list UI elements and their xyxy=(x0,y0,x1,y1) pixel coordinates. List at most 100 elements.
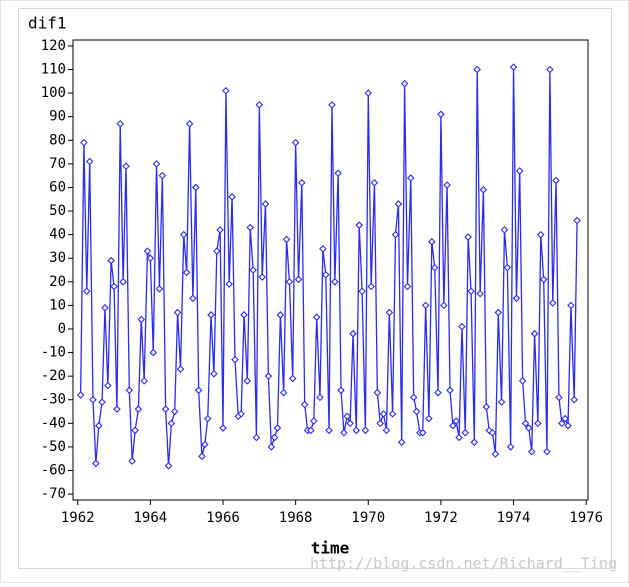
data-point xyxy=(152,160,161,168)
data-point xyxy=(573,216,581,225)
data-point xyxy=(252,433,261,442)
y-tick-label: 20 xyxy=(49,274,66,290)
data-point xyxy=(219,424,227,432)
data-point xyxy=(182,268,191,277)
y-tick-label: -30 xyxy=(41,392,66,408)
data-point xyxy=(403,282,412,291)
data-point xyxy=(539,275,548,284)
data-point xyxy=(346,419,354,428)
data-point xyxy=(89,395,97,404)
data-point xyxy=(264,372,273,380)
data-point xyxy=(85,157,94,166)
data-point xyxy=(189,294,197,303)
data-point xyxy=(273,424,282,432)
data-point xyxy=(482,403,491,411)
y-tick-label: -20 xyxy=(41,368,66,384)
data-point xyxy=(461,428,470,437)
data-point xyxy=(430,263,439,272)
x-axis-label: time xyxy=(311,539,350,558)
data-point xyxy=(497,398,506,406)
data-point xyxy=(319,244,327,253)
data-point xyxy=(149,348,158,357)
data-point xyxy=(164,462,173,470)
data-point xyxy=(328,101,336,109)
data-point xyxy=(452,417,460,425)
data-point xyxy=(512,294,521,303)
data-point xyxy=(449,421,457,430)
x-tick-label: 1966 xyxy=(206,510,240,526)
plot-frame xyxy=(72,39,589,501)
data-point xyxy=(525,424,533,432)
data-point xyxy=(409,393,418,402)
data-point xyxy=(137,315,146,324)
data-point xyxy=(307,426,315,435)
y-tick-label: 30 xyxy=(49,250,66,266)
data-point xyxy=(203,414,212,423)
data-point xyxy=(546,65,554,74)
data-point xyxy=(385,308,394,317)
x-tick-label: 1974 xyxy=(497,510,531,526)
x-tick-label: 1964 xyxy=(133,510,167,526)
y-tick-label: -70 xyxy=(41,486,66,502)
data-point xyxy=(437,110,445,119)
data-point xyxy=(443,181,451,189)
data-point xyxy=(231,355,239,364)
data-point xyxy=(300,400,309,409)
data-point xyxy=(143,247,152,255)
data-point xyxy=(179,230,188,239)
data-point xyxy=(479,186,488,194)
y-tick-label: 60 xyxy=(49,179,66,195)
data-point xyxy=(543,447,551,456)
data-point xyxy=(128,457,136,465)
data-point xyxy=(355,221,363,229)
data-point xyxy=(521,419,530,428)
data-point xyxy=(388,410,397,418)
data-point xyxy=(240,311,248,319)
data-point xyxy=(570,395,578,404)
data-point xyxy=(201,440,209,449)
data-point xyxy=(225,280,233,288)
data-point xyxy=(279,388,288,397)
data-point xyxy=(185,119,194,128)
data-point xyxy=(285,278,294,286)
y-tick-label: -10 xyxy=(41,345,66,361)
data-point xyxy=(564,421,572,430)
x-tick-label: 1970 xyxy=(351,510,385,526)
y-tick-label: -60 xyxy=(41,463,66,479)
data-point xyxy=(515,167,524,175)
data-point xyxy=(134,405,143,413)
data-point xyxy=(243,377,252,385)
data-point xyxy=(455,433,463,442)
data-point xyxy=(155,285,164,293)
data-point xyxy=(555,393,563,402)
data-point xyxy=(488,428,497,437)
data-point xyxy=(527,447,536,456)
data-point xyxy=(131,426,139,435)
data-point xyxy=(146,254,155,262)
data-point xyxy=(379,410,388,418)
data-point xyxy=(125,386,134,395)
data-point xyxy=(518,377,527,385)
x-tick-label: 1976 xyxy=(569,510,603,526)
data-point xyxy=(382,426,391,435)
data-point xyxy=(358,287,366,296)
data-point xyxy=(343,412,351,421)
data-point xyxy=(213,247,221,255)
data-point xyxy=(552,176,560,185)
data-point xyxy=(80,138,88,147)
y-tick-label: 0 xyxy=(58,321,66,337)
data-point xyxy=(119,278,127,286)
data-point xyxy=(473,65,482,74)
y-tick-label: 70 xyxy=(49,156,66,172)
data-point xyxy=(440,301,448,310)
data-point xyxy=(391,230,400,239)
data-point xyxy=(322,270,330,279)
data-point xyxy=(537,230,545,239)
data-point xyxy=(406,174,415,182)
data-point xyxy=(491,450,500,458)
data-point xyxy=(361,426,370,435)
data-point xyxy=(367,282,375,291)
data-point xyxy=(222,86,230,95)
